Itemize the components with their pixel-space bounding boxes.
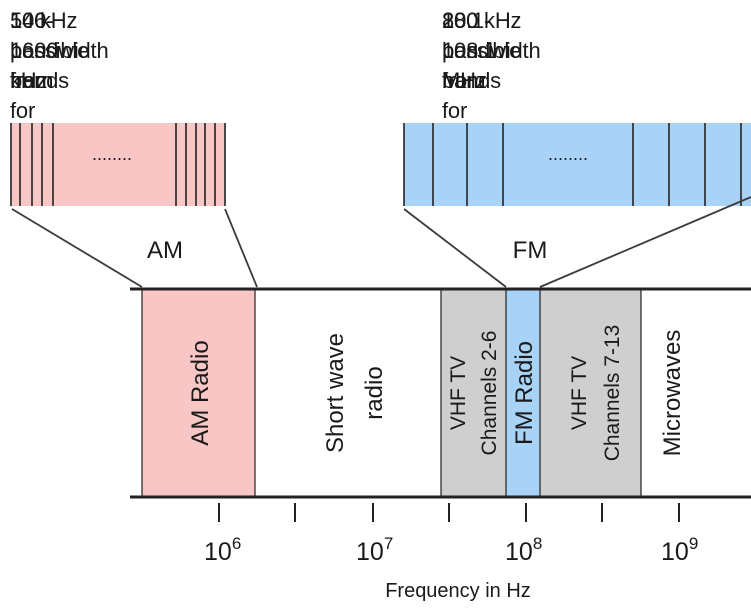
am-zoom-fill (11, 123, 225, 206)
am-zoom-dots: ........ (92, 144, 132, 164)
fm-note-line-1: 200 kHz bandwidth from (442, 8, 541, 93)
tick-label-1e8: 108 (505, 534, 542, 566)
band-label-vhf-tv-2-6-2: Channels 2-6 (478, 331, 501, 456)
tick-label-1e6: 106 (204, 534, 241, 566)
fm-zoom-label: FM (513, 237, 548, 264)
band-label-am-radio: AM Radio (187, 340, 214, 445)
frequency-tick-labels: 106 107 108 109 (204, 534, 698, 566)
band-strip: AM Radio Short wave radio VHF TV Channel… (130, 287, 751, 499)
am-connector-left (11, 208, 143, 288)
band-vhf-tv-2-6 (441, 290, 506, 497)
band-label-vhf-tv-7-13-1: VHF TV (568, 356, 591, 430)
fm-zoom-box: ........ (403, 123, 751, 206)
band-label-short-wave-2: radio (361, 366, 388, 419)
am-note-line-1: 10 kHz bandwidth from (10, 8, 109, 93)
frequency-ticks (218, 503, 680, 522)
frequency-axis-label: Frequency in Hz (385, 580, 531, 602)
am-zoom-label: AM (147, 237, 183, 264)
band-label-microwaves: Microwaves (659, 330, 686, 457)
band-label-vhf-tv-7-13-2: Channels 7-13 (601, 325, 624, 462)
tick-label-1e9: 109 (661, 534, 698, 566)
band-label-fm-radio: FM Radio (511, 341, 538, 445)
fm-zoom-dots: ........ (548, 144, 588, 164)
am-zoom-box: ........ (10, 123, 226, 206)
band-short-wave (255, 290, 441, 497)
band-fm-radio (506, 290, 540, 497)
am-connector-right (224, 208, 258, 288)
fm-note-line-3: 100 possible bands (442, 8, 522, 93)
band-microwaves (641, 290, 751, 497)
zoom-connectors (11, 196, 751, 288)
am-note-line-3: 106 possible bands (10, 8, 90, 93)
am-note-line-2: 540-1600 kHz for (10, 8, 59, 123)
fm-note-line-2: 88.1-108.1 MHz for (442, 8, 497, 123)
band-label-vhf-tv-2-6-1: VHF TV (447, 356, 470, 430)
band-vhf-tv-7-13 (540, 290, 641, 497)
fm-connector-right (539, 196, 751, 288)
fm-connector-left (403, 208, 507, 288)
fm-zoom-fill (404, 123, 751, 206)
band-label-short-wave-1: Short wave (322, 333, 349, 453)
band-am-radio (142, 290, 255, 497)
tick-label-1e7: 107 (356, 534, 393, 566)
